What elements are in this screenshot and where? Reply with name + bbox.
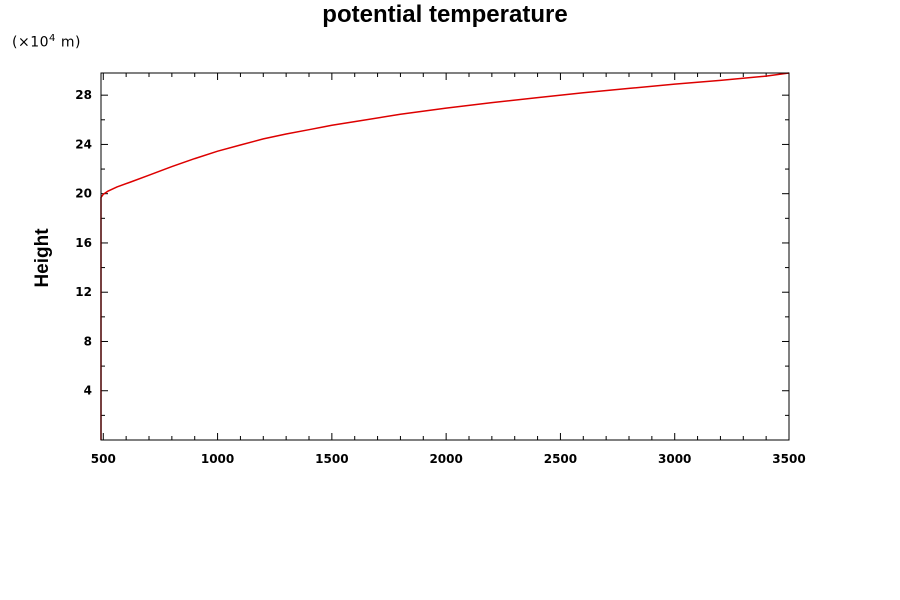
x-tick-label: 2500 (544, 452, 577, 466)
x-tick-label: 3000 (658, 452, 691, 466)
series-line (100, 72, 790, 440)
x-tick-label: 1500 (315, 452, 348, 466)
x-tick-label: 500 (91, 452, 116, 466)
plot-frame (100, 72, 790, 441)
tick-labels-layer: 500 1000 1500 2000 2500 3000 3500 4 8 12 16 20 24 28 (75, 88, 805, 466)
y-unit-exponent: 4 (49, 33, 56, 44)
y-axis-unit: (×104 m) (12, 33, 81, 51)
y-tick-label: 16 (75, 236, 92, 250)
chart-title: potential temperature (322, 1, 568, 28)
y-tick-label: 24 (75, 137, 92, 151)
y-tick-label: 20 (75, 187, 92, 201)
ticks-layer (101, 73, 790, 440)
y-tick-label: 28 (75, 88, 92, 102)
y-unit-prefix: (×10 (12, 34, 50, 51)
y-tick-label: 8 (84, 334, 92, 348)
y-tick-label: 4 (84, 384, 92, 398)
y-tick-label: 12 (75, 285, 92, 299)
x-tick-label: 2000 (429, 452, 462, 466)
x-tick-label: 3500 (772, 452, 805, 466)
y-unit-suffix: m) (55, 34, 81, 51)
x-tick-label: 1000 (201, 452, 234, 466)
